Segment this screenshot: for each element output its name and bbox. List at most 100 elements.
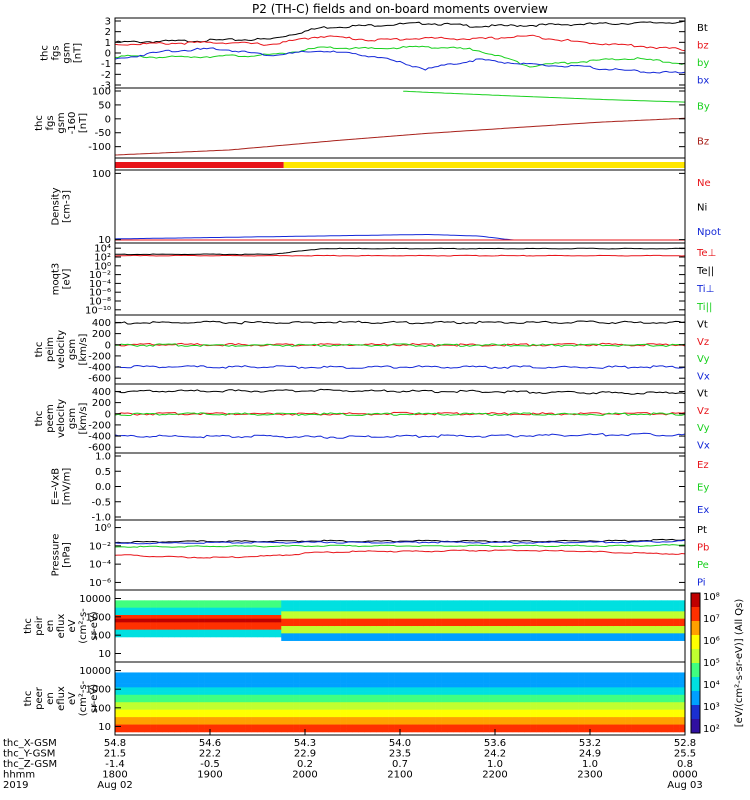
heatmap-cell [584,694,591,699]
heatmap-cell [269,694,276,699]
heatmap-cell [310,720,318,725]
heatmap-cell [572,713,579,718]
heatmap-cell [667,713,674,718]
heatmap-cell [554,637,561,641]
heatmap-cell [554,687,561,692]
heatmap-cell [281,705,288,710]
y-axis-label: sr-eV) [89,611,100,640]
heatmap-cell [590,633,597,638]
heatmap-cell [340,676,347,681]
heatmap-cell [536,687,543,692]
heatmap-cell [530,679,537,684]
heatmap-cell [138,683,145,688]
heatmap-cell [132,713,140,718]
heatmap-cell [524,618,531,623]
heatmap-cell [233,679,240,684]
heatmap-cell [405,622,413,627]
heatmap-cell [625,611,632,616]
heatmap-cell [227,679,235,684]
heatmap-cell [239,709,246,714]
heatmap-cell [239,698,246,703]
heatmap-cell [649,713,656,718]
heatmap-cell [637,629,644,634]
heatmap-cell [429,705,436,710]
heatmap-cell [512,672,520,677]
heatmap-cell [667,676,674,681]
heatmap-cell [144,607,151,612]
heatmap-cell [204,633,211,638]
heatmap-cell [601,607,609,612]
heatmap-cell [560,633,567,638]
heatmap-cell [506,672,514,677]
heatmap-cell [310,679,318,684]
heatmap-cell [453,676,460,681]
heatmap-cell [364,672,371,677]
heatmap-cell [132,672,140,677]
x-tick-label: Aug 02 [97,780,132,791]
heatmap-cell [584,622,591,627]
heatmap-cell [506,683,514,688]
heatmap-cell [429,607,436,612]
heatmap-cell [376,720,383,725]
heatmap-cell [607,637,615,641]
heatmap-cell [411,637,419,641]
heatmap-cell [631,713,638,718]
heatmap-cell [405,607,413,612]
heatmap-cell [631,698,638,703]
heatmap-cell [275,694,282,699]
heatmap-cell [465,698,472,703]
heatmap-cell [180,702,187,707]
heatmap-cell [281,724,288,729]
heatmap-cell [572,705,579,710]
heatmap-cell [358,728,365,733]
heatmap-cell [512,705,520,710]
heatmap-cell [358,691,365,696]
heatmap-cell [524,633,531,638]
heatmap-cell [471,691,478,696]
heatmap-cell [382,607,389,612]
heatmap-cell [138,698,145,703]
heatmap-cell [162,698,169,703]
heatmap-cell [423,702,430,707]
heatmap-cell [471,679,478,684]
heatmap-cell [673,687,680,692]
heatmap-cell [453,720,460,725]
y-tick-label: -100 [88,142,111,153]
heatmap-cell [435,626,442,630]
heatmap-cell [631,618,638,623]
heatmap-cell [477,717,484,722]
heatmap-cell [405,618,413,623]
heatmap-cell [328,626,335,630]
heatmap-cell [667,672,674,677]
heatmap-cell [613,687,620,692]
heatmap-cell [382,615,389,619]
y-tick-label: -600 [88,374,111,385]
heatmap-cell [613,676,620,681]
heatmap-cell [192,672,199,677]
heatmap-cell [388,626,395,630]
heatmap-cell [269,728,276,733]
heatmap-cell [257,683,264,688]
heatmap-cell [524,709,531,714]
heatmap-cell [388,713,395,718]
heatmap-cell [649,672,656,677]
heatmap-cell [530,622,537,627]
y-tick-label: -200 [88,420,111,431]
heatmap-cell [215,720,223,725]
heatmap-cell [619,702,626,707]
heatmap-cell [411,705,419,710]
heatmap-cell [168,611,175,616]
heatmap-cell [400,604,407,608]
heatmap-cell [447,691,454,696]
heatmap-cell [156,691,163,696]
heatmap-cell [245,687,252,692]
heatmap-cell [495,604,502,608]
heatmap-cell [334,672,341,677]
heatmap-cell [364,679,371,684]
heatmap-cell [649,622,656,627]
heatmap-cell [465,600,472,605]
heatmap-cell [453,717,460,722]
heatmap-cell [625,679,632,684]
heatmap-cell [144,683,151,688]
